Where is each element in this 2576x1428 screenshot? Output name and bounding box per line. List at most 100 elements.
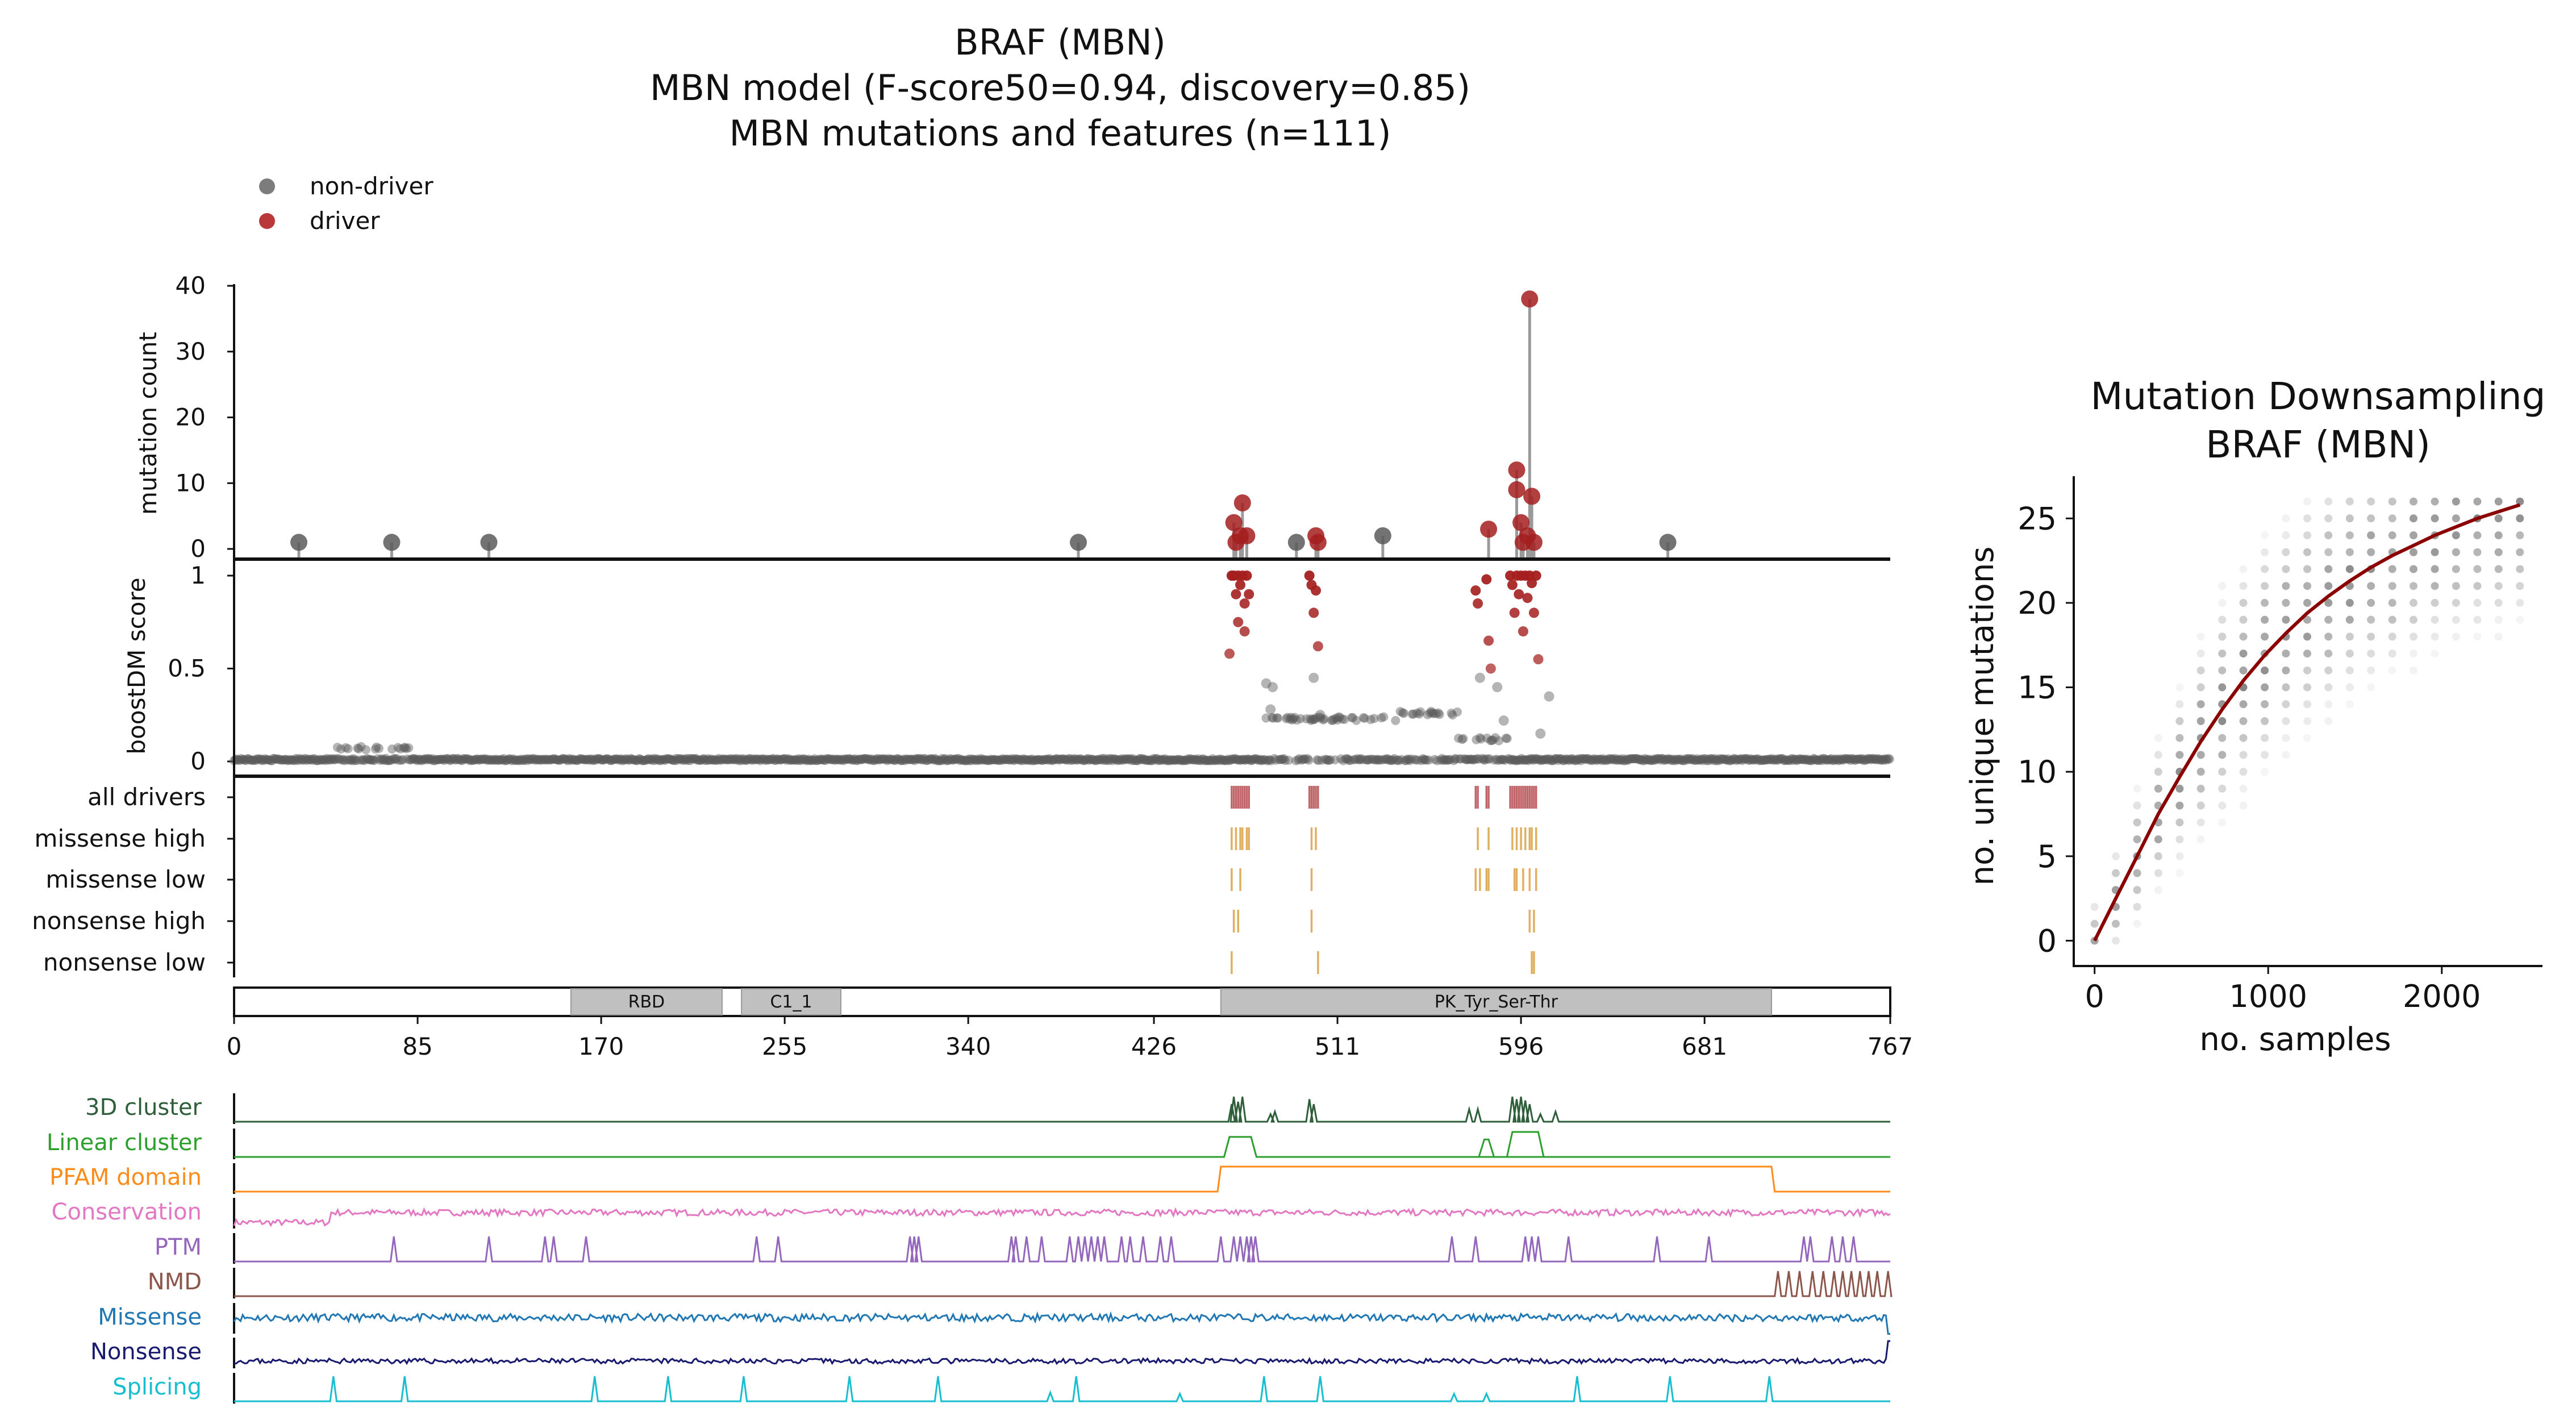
boostdm-point bbox=[1158, 755, 1168, 764]
boostdm-point bbox=[1116, 756, 1126, 765]
boostdm-point bbox=[1640, 753, 1650, 763]
boostdm-point bbox=[1515, 755, 1525, 765]
boostdm-point bbox=[1454, 734, 1464, 743]
boostdm-point bbox=[1109, 754, 1119, 764]
boostdm-point bbox=[1438, 756, 1448, 765]
boostdm-point bbox=[1035, 755, 1044, 765]
boostdm-point bbox=[1016, 755, 1026, 764]
boostdm-point bbox=[337, 755, 347, 765]
boostdm-point bbox=[512, 756, 522, 765]
protein-domain-frame bbox=[233, 986, 1891, 1017]
boostdm-point bbox=[584, 755, 594, 765]
boostdm-point bbox=[652, 754, 662, 764]
boostdm-point bbox=[489, 755, 499, 764]
downsampling-point bbox=[2494, 514, 2503, 523]
boostdm-point bbox=[691, 753, 701, 763]
boostdm-point bbox=[907, 755, 917, 764]
boostdm-point bbox=[449, 753, 458, 763]
boostdm-point bbox=[1256, 755, 1265, 764]
boostdm-point bbox=[473, 754, 482, 764]
boostdm-point bbox=[621, 754, 631, 764]
boostdm-point bbox=[457, 756, 467, 765]
boostdm-point bbox=[697, 755, 707, 764]
downsampling-point bbox=[2175, 717, 2184, 725]
boostdm-point bbox=[552, 755, 562, 764]
boostdm-point bbox=[402, 744, 411, 753]
boostdm-point bbox=[1328, 716, 1337, 726]
boostdm-point bbox=[702, 755, 711, 765]
boostdm-point bbox=[873, 753, 882, 763]
boostdm-point bbox=[665, 754, 675, 764]
boostdm-point bbox=[882, 756, 892, 765]
boostdm-point bbox=[455, 755, 465, 765]
boostdm-point bbox=[1819, 753, 1829, 763]
boostdm-point bbox=[1654, 754, 1664, 764]
mutation-count-ytick-label: 10 bbox=[176, 469, 206, 497]
boostdm-point bbox=[1294, 754, 1304, 764]
boostdm-point bbox=[1858, 754, 1868, 764]
boostdm-point bbox=[376, 755, 385, 765]
boostdm-point bbox=[1862, 755, 1872, 764]
boostdm-point bbox=[950, 754, 960, 764]
boostdm-point bbox=[1740, 754, 1749, 764]
boostdm-point bbox=[1703, 755, 1713, 764]
boostdm-point bbox=[1357, 755, 1367, 764]
boostdm-point bbox=[1278, 755, 1287, 764]
boostdm-point bbox=[1170, 755, 1179, 765]
boostdm-point bbox=[881, 755, 891, 764]
boostdm-point bbox=[732, 753, 741, 763]
boostdm-point bbox=[1193, 756, 1202, 765]
boostdm-point bbox=[1052, 754, 1062, 764]
downsampling-point bbox=[2218, 734, 2227, 742]
boostdm-point bbox=[827, 755, 836, 764]
boostdm-point bbox=[902, 754, 911, 764]
boostdm-point bbox=[1319, 714, 1329, 724]
boostdm-point bbox=[841, 754, 851, 764]
boostdm-point bbox=[1687, 753, 1697, 763]
boostdm-point bbox=[722, 755, 732, 765]
boostdm-point bbox=[1087, 755, 1097, 764]
boostdm-point bbox=[1004, 755, 1014, 765]
boostdm-point bbox=[564, 754, 574, 764]
boostdm-point bbox=[374, 744, 384, 753]
boostdm-point bbox=[563, 756, 573, 765]
downsampling-xtick-label: 2000 bbox=[2403, 979, 2481, 1014]
boostdm-point bbox=[1392, 756, 1402, 765]
boostdm-point bbox=[733, 755, 743, 765]
boostdm-point bbox=[259, 756, 269, 765]
boostdm-point bbox=[1753, 754, 1762, 764]
mutation-count-ytick-label: 30 bbox=[176, 338, 206, 365]
protein-domain-label: RBD bbox=[628, 992, 665, 1012]
boostdm-point bbox=[703, 754, 713, 764]
boostdm-point bbox=[615, 755, 625, 764]
boostdm-point bbox=[1231, 753, 1240, 763]
boostdm-point bbox=[723, 755, 733, 764]
boostdm-point bbox=[412, 756, 422, 765]
boostdm-point bbox=[1777, 754, 1786, 764]
downsampling-point bbox=[2452, 582, 2460, 590]
boostdm-point bbox=[1444, 755, 1454, 765]
boostdm-point bbox=[718, 755, 727, 764]
downsampling-point bbox=[2303, 582, 2311, 590]
boostdm-point bbox=[597, 755, 607, 765]
boostdm-point bbox=[1477, 753, 1487, 763]
boostdm-point bbox=[1764, 755, 1773, 765]
downsampling-point bbox=[2324, 615, 2333, 624]
boostdm-point bbox=[986, 755, 995, 764]
downsampling-point bbox=[2218, 582, 2227, 590]
boostdm-point bbox=[862, 754, 872, 764]
boostdm-point bbox=[1297, 755, 1307, 765]
boostdm-point bbox=[1514, 755, 1524, 765]
boostdm-point bbox=[1078, 756, 1088, 765]
boostdm-point bbox=[774, 755, 784, 765]
boostdm-point bbox=[1399, 709, 1408, 718]
boostdm-point bbox=[429, 756, 439, 765]
boostdm-point bbox=[588, 755, 598, 765]
feature-track-line bbox=[233, 1311, 1890, 1335]
boostdm-point bbox=[724, 755, 734, 765]
boostdm-point bbox=[1416, 707, 1425, 717]
boostdm-point bbox=[1290, 713, 1299, 722]
boostdm-point bbox=[780, 753, 790, 763]
boostdm-point bbox=[955, 756, 965, 765]
downsampling-point bbox=[2239, 801, 2248, 810]
